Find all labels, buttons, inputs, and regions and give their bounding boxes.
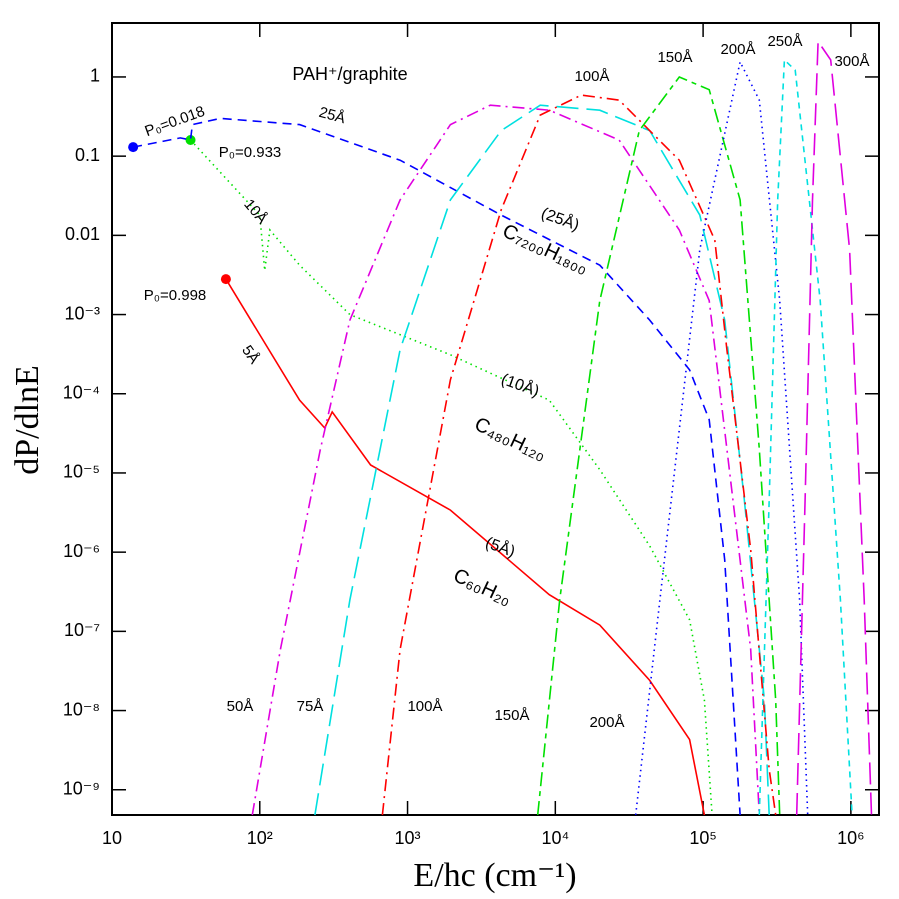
annotation: P₀=0.933 bbox=[219, 144, 282, 161]
x-tick-label: 10 bbox=[102, 828, 122, 848]
annotation: C₇₂₀₀H₁₈₀₀ bbox=[499, 220, 591, 279]
y-tick-label: 10⁻⁴ bbox=[63, 383, 100, 403]
y-tick-label: 0.1 bbox=[75, 145, 100, 165]
curve-label: 25Å bbox=[317, 104, 347, 127]
curve-label: 150Å bbox=[657, 49, 692, 66]
line-series bbox=[225, 278, 706, 816]
y-tick-label: 10⁻⁸ bbox=[63, 699, 100, 719]
y-axis-label: dP/dlnE bbox=[9, 365, 46, 475]
curve-label: 50Å bbox=[227, 698, 254, 715]
x-tick-label: 10³ bbox=[395, 828, 421, 848]
x-axis-label: E/hc (cm⁻¹) bbox=[413, 857, 576, 894]
line-series bbox=[381, 94, 777, 816]
annotation: P₀=0.018 bbox=[143, 103, 208, 140]
curve-label: 5Å bbox=[238, 342, 262, 367]
curve-label: 200Å bbox=[720, 41, 755, 58]
line-series bbox=[758, 58, 853, 816]
start-marker bbox=[220, 274, 231, 285]
curve-label: 100Å bbox=[407, 698, 442, 715]
line-series bbox=[314, 104, 770, 816]
line-series bbox=[536, 76, 781, 816]
y-tick-label: 10⁻⁵ bbox=[63, 462, 100, 482]
curve-label: 250Å bbox=[767, 33, 802, 50]
annotation: P₀=0.998 bbox=[144, 287, 207, 304]
curve-label: 200Å bbox=[589, 714, 624, 731]
line-series bbox=[132, 117, 741, 816]
curve-label: 10Å bbox=[240, 196, 270, 227]
y-tick-label: 1 bbox=[90, 66, 100, 86]
y-tick-label: 10⁻⁹ bbox=[63, 779, 100, 799]
line-series bbox=[795, 39, 873, 816]
curve-label: 100Å bbox=[574, 68, 609, 85]
start-marker bbox=[185, 134, 196, 145]
line-series bbox=[251, 104, 761, 816]
x-tick-label: 10⁴ bbox=[541, 828, 569, 848]
y-tick-label: 10⁻⁶ bbox=[63, 541, 100, 561]
y-tick-label: 10⁻³ bbox=[64, 303, 100, 323]
y-tick-label: 10⁻⁷ bbox=[64, 620, 100, 640]
chart-title: PAH⁺/graphite bbox=[292, 64, 407, 84]
plot-frame bbox=[111, 22, 880, 816]
y-tick-label: 0.01 bbox=[65, 224, 100, 244]
x-tick-label: 10⁵ bbox=[689, 828, 716, 848]
x-tick-label: 10⁶ bbox=[837, 828, 864, 848]
x-tick-label: 10² bbox=[247, 828, 273, 848]
line-series bbox=[634, 59, 809, 816]
curve-label: 150Å bbox=[494, 707, 529, 724]
annotation: (25Å) bbox=[539, 203, 582, 234]
curve-label: 300Å bbox=[834, 53, 869, 70]
line-series bbox=[189, 139, 713, 816]
annotation: C₄₈₀H₁₂₀ bbox=[471, 413, 550, 465]
curve-label: 75Å bbox=[297, 698, 324, 715]
annotation: (5Å) bbox=[483, 533, 518, 561]
annotation: (10Å) bbox=[499, 369, 542, 400]
start-marker bbox=[128, 142, 139, 153]
annotation: C₆₀H₂₀ bbox=[450, 564, 515, 610]
